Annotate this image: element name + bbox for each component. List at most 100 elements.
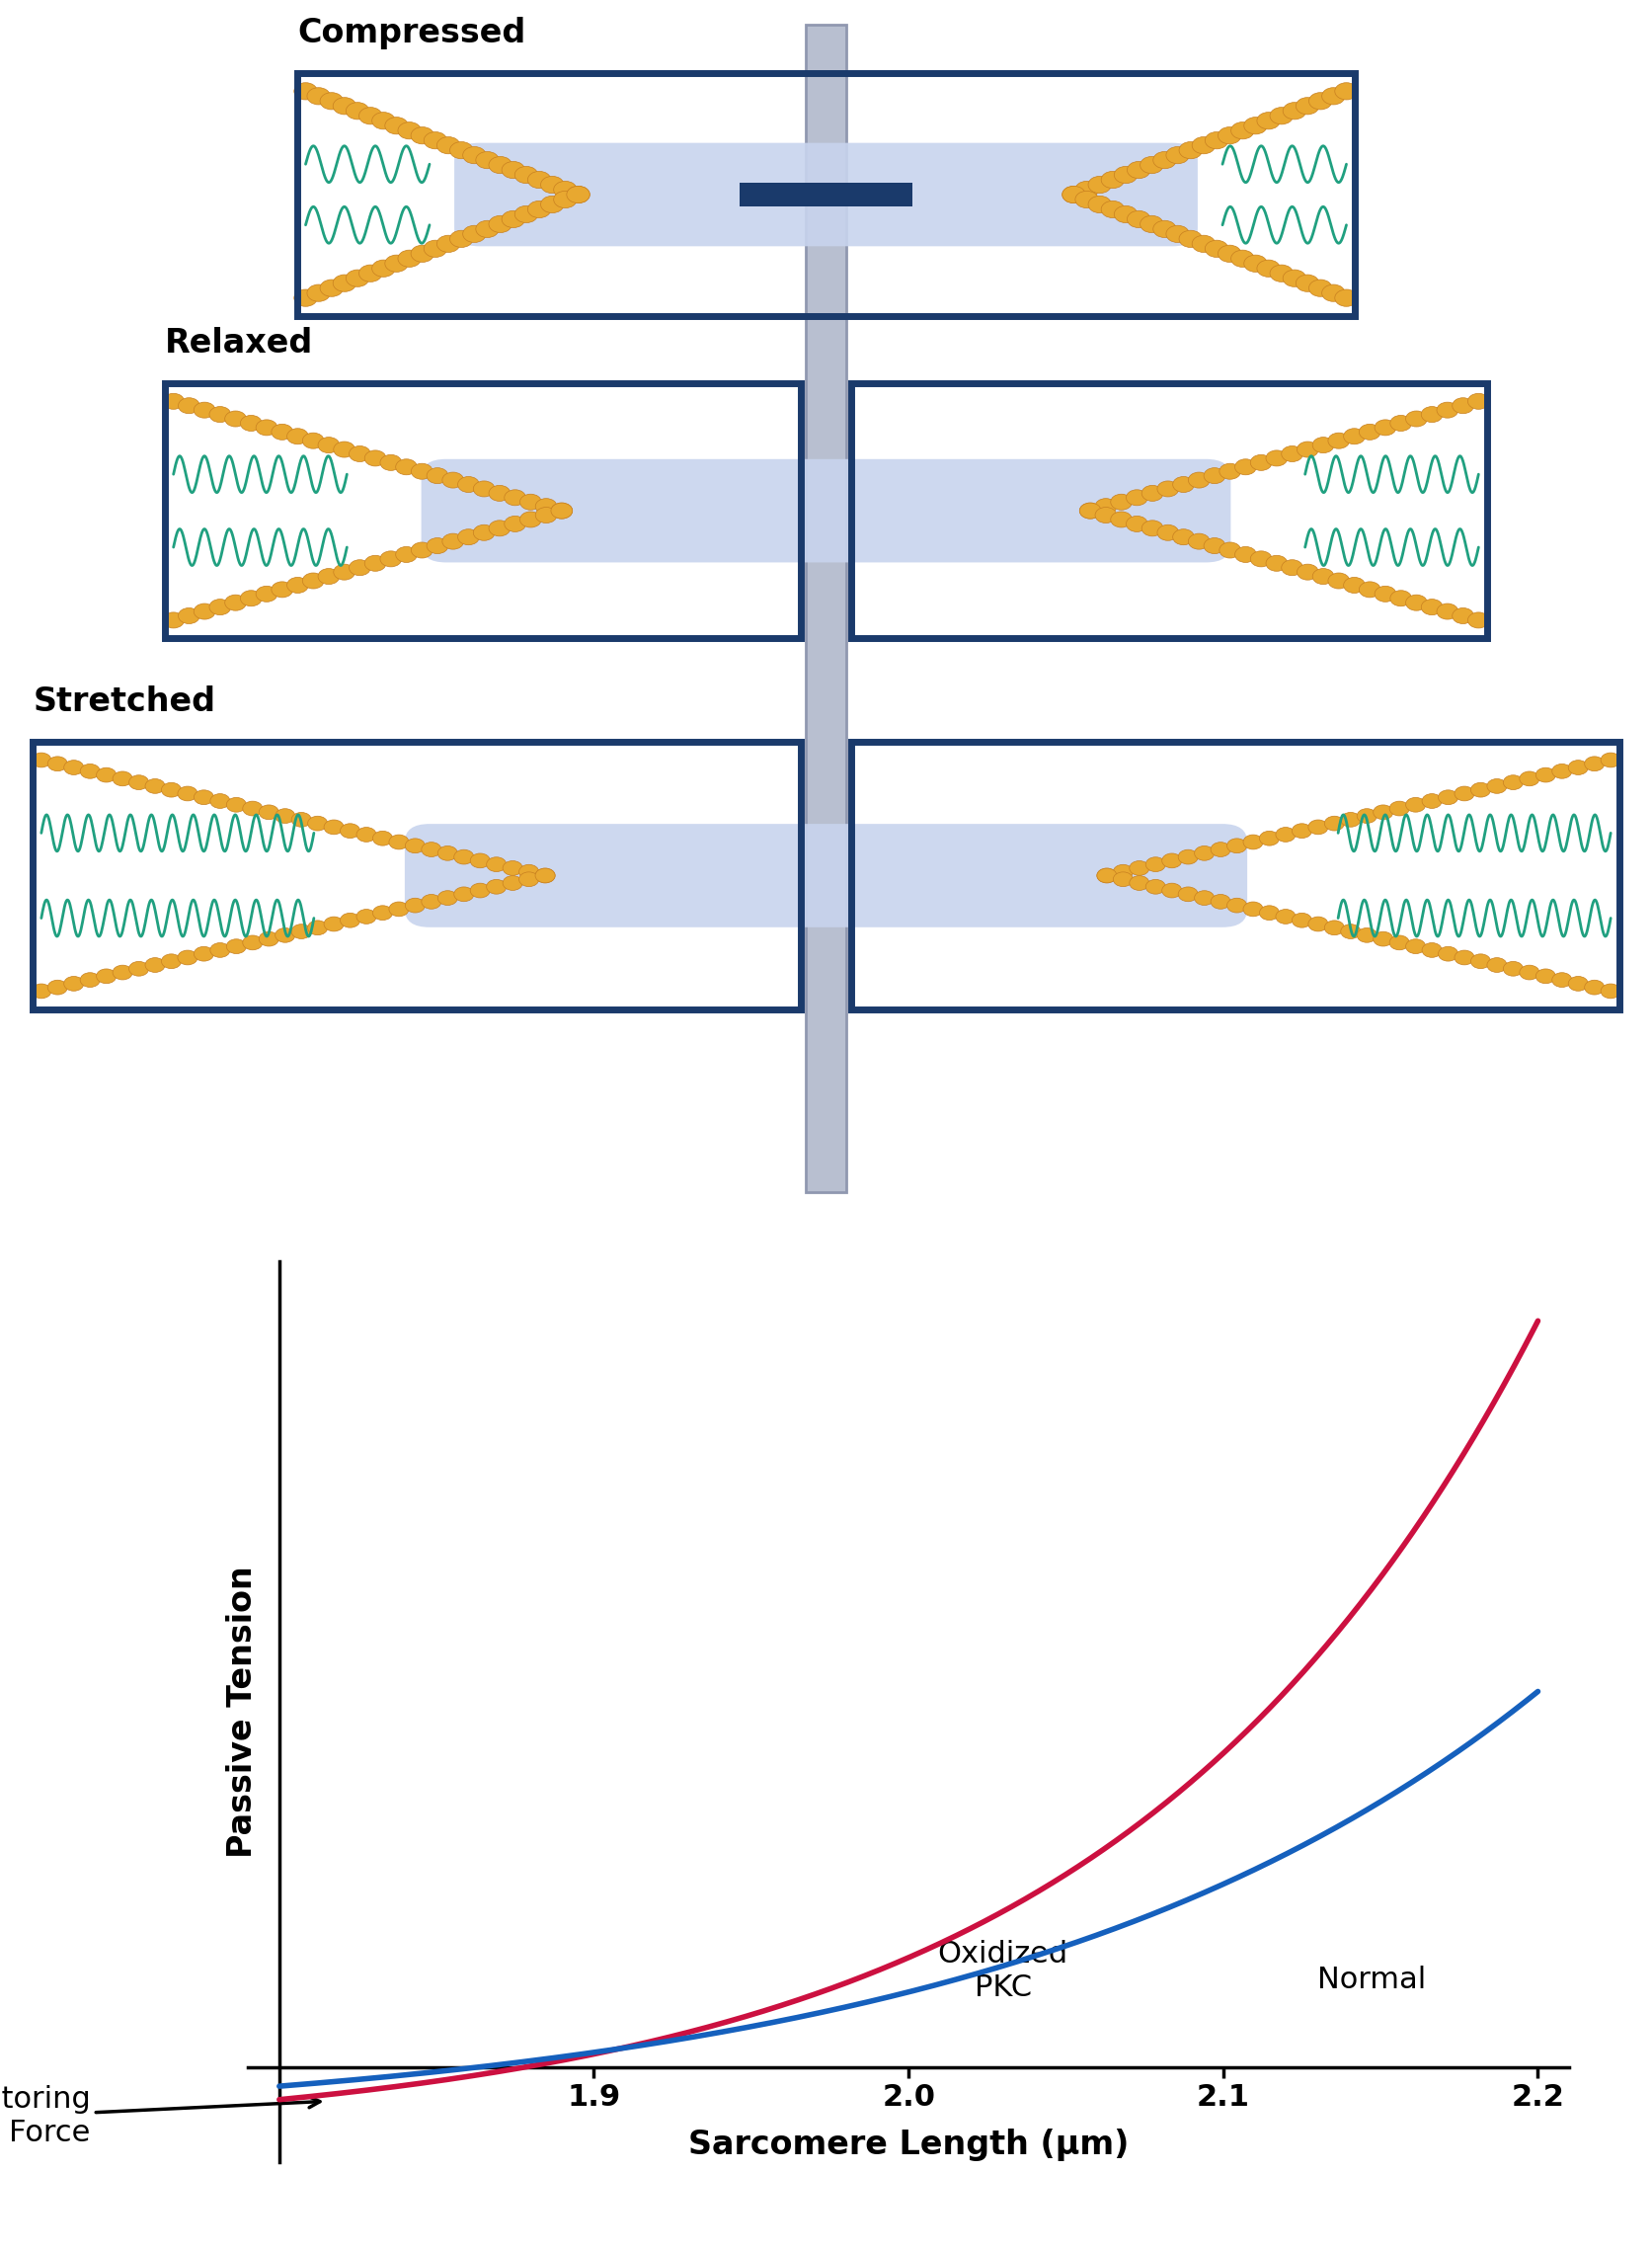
Circle shape [502,860,522,876]
Circle shape [1297,441,1318,457]
Circle shape [405,838,425,854]
Circle shape [271,423,292,439]
Circle shape [1075,191,1099,207]
Circle shape [1244,901,1264,917]
Circle shape [1341,923,1361,939]
Circle shape [1236,459,1257,475]
Circle shape [193,403,215,419]
Circle shape [520,493,542,509]
Circle shape [1335,291,1358,306]
Circle shape [302,572,324,588]
Circle shape [1095,498,1117,513]
Circle shape [307,284,330,302]
Circle shape [1452,399,1474,414]
Circle shape [64,761,84,775]
Circle shape [226,797,246,813]
Circle shape [1374,586,1396,601]
Circle shape [515,205,539,223]
Circle shape [302,432,324,448]
Circle shape [1568,977,1588,991]
Circle shape [1113,167,1137,182]
Circle shape [320,279,344,297]
FancyBboxPatch shape [405,824,1247,928]
Circle shape [380,552,401,568]
Circle shape [1251,552,1272,568]
Circle shape [519,865,539,878]
Circle shape [1153,221,1176,236]
Circle shape [112,966,132,980]
Circle shape [1312,568,1333,583]
Circle shape [1173,477,1194,493]
X-axis label: Sarcomere Length (μm): Sarcomere Length (μm) [689,2128,1128,2162]
Circle shape [1341,813,1361,826]
Circle shape [1568,761,1588,775]
Circle shape [1236,547,1257,563]
Circle shape [225,410,246,426]
Circle shape [449,142,472,160]
Circle shape [1259,905,1279,921]
Circle shape [1193,137,1216,153]
Circle shape [1356,928,1376,944]
Circle shape [1601,752,1621,768]
Circle shape [385,254,408,272]
Circle shape [1244,254,1267,272]
Circle shape [426,468,448,484]
Circle shape [1406,595,1427,610]
Circle shape [345,101,368,119]
Circle shape [162,781,182,797]
Circle shape [535,507,557,522]
Circle shape [1127,516,1148,531]
Circle shape [489,520,510,536]
Circle shape [1089,196,1112,214]
Circle shape [1097,869,1117,883]
Circle shape [1062,187,1085,203]
Circle shape [486,858,506,872]
Circle shape [1180,142,1203,160]
Circle shape [1374,419,1396,435]
Circle shape [1422,944,1442,957]
Circle shape [320,92,344,110]
Circle shape [504,516,525,531]
Circle shape [1421,408,1442,423]
Circle shape [178,608,200,624]
Circle shape [1270,108,1294,124]
Circle shape [1244,835,1264,849]
Circle shape [112,772,132,786]
Circle shape [334,275,357,293]
Circle shape [1158,525,1178,540]
Circle shape [1584,980,1604,995]
Circle shape [1536,968,1556,984]
Circle shape [527,200,550,218]
Circle shape [259,804,279,820]
Circle shape [259,932,279,946]
Circle shape [1204,133,1227,149]
Circle shape [463,146,486,164]
Circle shape [1343,428,1365,444]
Bar [738,182,912,207]
Circle shape [1142,520,1163,536]
Circle shape [210,599,231,615]
Circle shape [365,556,387,572]
Circle shape [1551,973,1571,986]
Circle shape [1343,577,1365,592]
Circle shape [1161,854,1181,867]
Circle shape [1282,561,1303,577]
Circle shape [411,126,434,144]
Circle shape [276,808,296,824]
Circle shape [1328,572,1350,588]
Circle shape [1166,146,1189,164]
Circle shape [489,216,512,232]
Circle shape [1211,842,1231,856]
Circle shape [398,122,421,140]
Circle shape [463,225,486,243]
Circle shape [567,187,590,203]
Circle shape [162,955,182,968]
Circle shape [1130,860,1150,876]
Circle shape [552,502,573,518]
Circle shape [527,171,550,189]
Circle shape [240,590,261,606]
Circle shape [1487,957,1507,973]
Circle shape [193,790,213,804]
Circle shape [1211,894,1231,910]
Circle shape [1422,793,1442,808]
